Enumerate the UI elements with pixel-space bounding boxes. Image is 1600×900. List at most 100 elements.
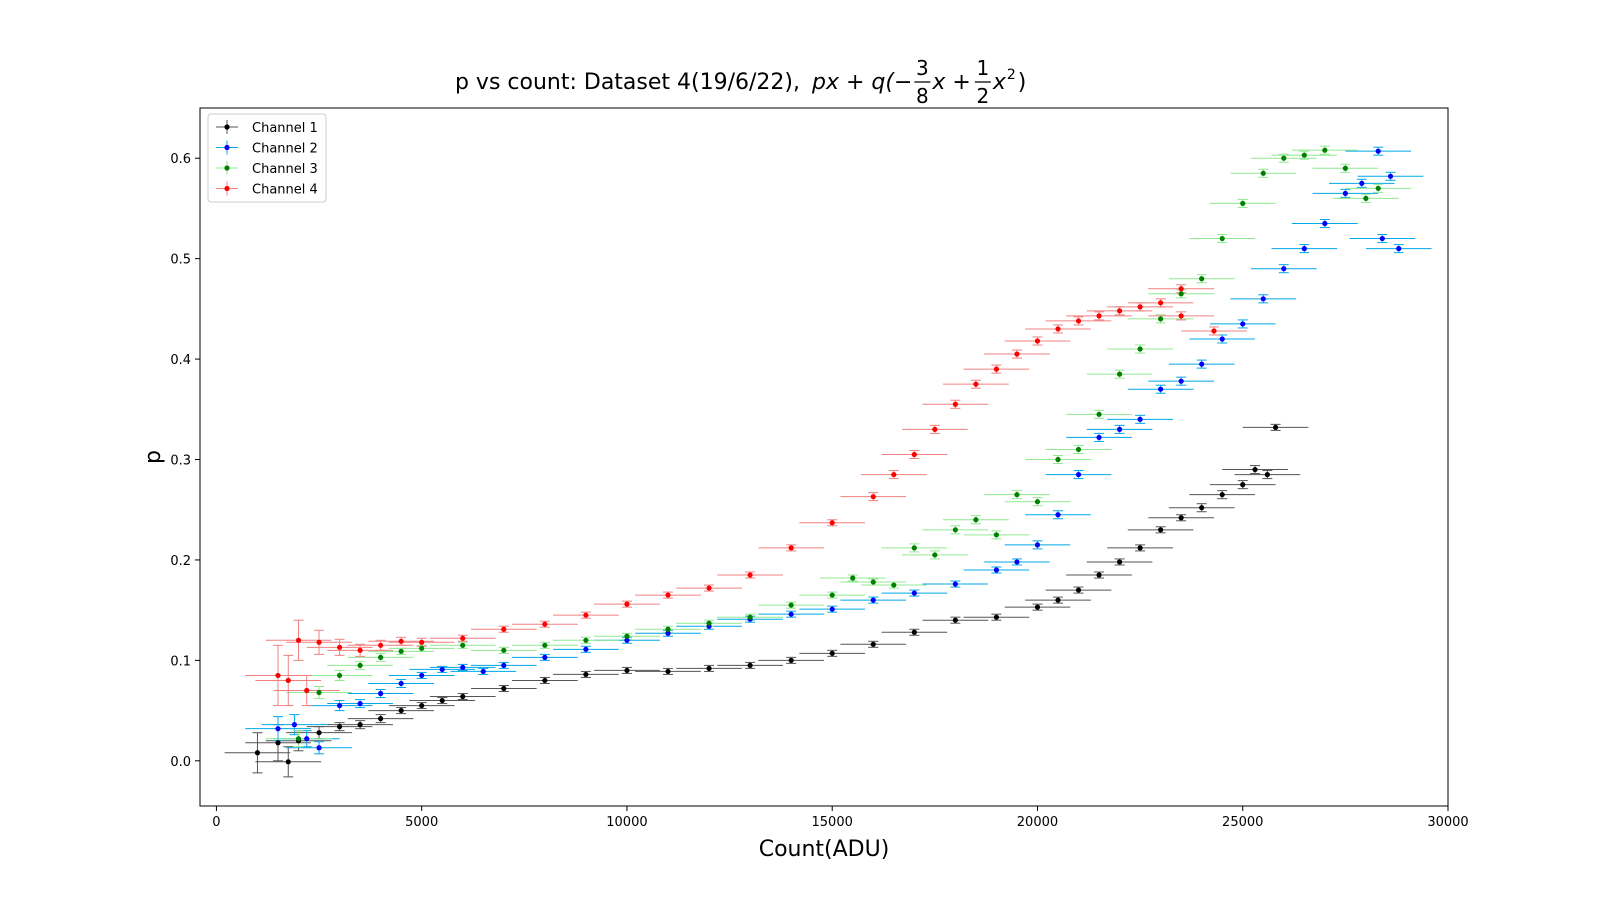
channel-3-point — [993, 532, 1000, 538]
formula-mid: x + — [931, 70, 970, 95]
channel-2-point — [1240, 321, 1246, 327]
channel-1-point — [1272, 424, 1279, 430]
channel-2-point — [1178, 378, 1184, 384]
channel-4-point — [1096, 313, 1102, 319]
chart-title-formula: px + q(−3 8x +1 2x 2) — [811, 56, 1026, 108]
channel-4-point — [285, 677, 291, 684]
channel-1-point — [501, 685, 507, 692]
formula-lead: px + q(− — [811, 70, 912, 95]
channel-1-point — [336, 724, 343, 730]
channel-1-point — [788, 657, 794, 663]
channel-1-point — [1178, 515, 1184, 521]
channel-4-point — [357, 647, 363, 653]
channel-1-point — [1055, 597, 1061, 603]
channel-4-point — [788, 545, 794, 551]
channel-1-point — [357, 722, 363, 728]
legend-box — [207, 113, 327, 203]
formula-frac1-numerator: 3 — [916, 56, 929, 80]
x-tick-label: 20000 — [1017, 815, 1058, 830]
channel-2-point — [1116, 426, 1123, 432]
chart-title: p vs count: Dataset 4(19/6/22), — [455, 70, 800, 95]
channel-4-point — [1178, 313, 1184, 319]
channel-4-point — [419, 639, 425, 645]
formula-frac2-denominator: 2 — [976, 84, 989, 108]
channel-2-point — [1137, 416, 1143, 422]
channel-3-point — [624, 633, 630, 639]
channel-1-point — [1158, 527, 1164, 533]
channel-3-point — [891, 582, 897, 588]
legend-label: Channel 2 — [252, 142, 318, 157]
channel-2-point — [1396, 246, 1402, 252]
channel-2-point — [1301, 246, 1307, 252]
plot-area-frame — [199, 107, 1449, 807]
channel-4-point — [1014, 351, 1020, 357]
channel-4-point — [1178, 286, 1184, 292]
channel-4-point — [316, 639, 322, 645]
channel-2-point — [1281, 266, 1287, 272]
channel-1-point — [378, 716, 384, 722]
channel-3-point — [1301, 152, 1307, 158]
channel-1-point — [870, 641, 876, 647]
channel-4-point — [932, 426, 938, 432]
channel-3-point — [1014, 492, 1020, 498]
channel-4-point — [336, 644, 343, 650]
channel-2-point — [501, 662, 507, 668]
channel-1-point — [460, 693, 466, 700]
channel-1-point — [952, 617, 958, 623]
x-tick-label: 15000 — [812, 815, 853, 830]
channel-2-point — [911, 590, 917, 596]
channel-1-point — [747, 662, 753, 668]
channel-2-point — [1342, 190, 1348, 196]
channel-3-point — [1342, 165, 1348, 171]
channel-3-point — [665, 626, 671, 632]
channel-3-point — [747, 614, 753, 620]
channel-3-point — [1219, 235, 1225, 242]
y-tick-label: 0.2 — [170, 554, 191, 569]
channel-1-point — [285, 759, 291, 765]
channel-1-point — [993, 614, 1000, 620]
x-tick-label: 30000 — [1427, 815, 1468, 830]
y-axis-ticks: 0.0 0.1 0.2 0.3 0.4 0.5 0.6 — [170, 152, 200, 770]
channel-3-point — [1322, 147, 1328, 153]
channel-3-point — [1199, 276, 1205, 282]
channel-2-point — [1260, 296, 1266, 302]
channel-2-point — [1322, 220, 1328, 227]
channel-3-point — [1137, 346, 1143, 352]
channel-2-point — [1375, 148, 1381, 154]
channel-1-point — [1034, 604, 1041, 610]
channel-2-point — [829, 606, 835, 612]
channel-2-point — [275, 726, 281, 732]
x-tick-label: 0 — [212, 815, 220, 830]
channel-3-point — [1075, 446, 1082, 453]
channel-3-point — [1260, 170, 1266, 176]
channel-4-point — [891, 471, 897, 478]
channel-4-point — [460, 635, 466, 641]
formula-x: x — [992, 70, 1007, 95]
legend-marker — [224, 165, 230, 171]
channel-4-point — [398, 638, 404, 644]
channel-1-point — [1199, 505, 1205, 511]
channel-1-point — [1137, 545, 1143, 551]
channel-4-point — [304, 687, 310, 694]
channel-4-point — [706, 585, 712, 591]
legend-label: Channel 3 — [252, 162, 318, 177]
channel-3-point — [419, 645, 425, 651]
y-tick-label: 0.6 — [170, 152, 191, 167]
channel-2-point — [1387, 173, 1394, 179]
chart-title-text: p vs count: Dataset 4(19/6/22), — [455, 70, 800, 95]
channel-4-point — [1075, 318, 1082, 324]
channel-2-point — [357, 700, 363, 707]
channel-2-point — [419, 672, 425, 679]
channel-1-point — [316, 730, 322, 736]
channel-1-point — [1096, 572, 1102, 578]
legend-entry-channel-1: Channel 1 — [216, 120, 318, 136]
channel-3-point — [1116, 371, 1123, 377]
channel-1-point — [1219, 492, 1225, 498]
channel-2-point — [1379, 235, 1385, 242]
channel-2-point — [952, 581, 958, 587]
channel-3-point — [829, 592, 835, 598]
channel-2-point — [398, 680, 404, 687]
legend-marker — [224, 124, 230, 130]
legend-entry-channel-2: Channel 2 — [216, 140, 318, 157]
